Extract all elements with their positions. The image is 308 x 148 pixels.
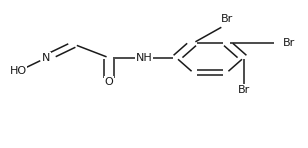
Text: Br: Br [283,38,295,48]
Text: NH: NH [136,53,152,63]
Text: Br: Br [221,14,233,24]
Text: HO: HO [10,66,27,76]
Text: Br: Br [237,85,250,95]
Text: O: O [105,77,114,87]
Text: N: N [42,53,51,63]
